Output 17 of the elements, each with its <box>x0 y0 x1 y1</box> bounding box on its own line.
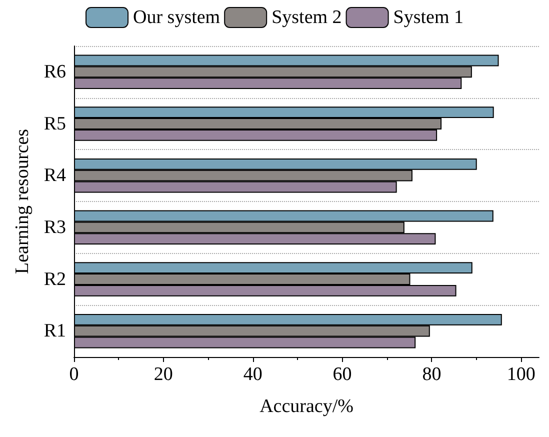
x-axis-title: Accuracy/% <box>260 396 354 417</box>
x-tick-label: 20 <box>154 364 173 385</box>
legend-label: System 2 <box>272 7 342 28</box>
y-tick-label: R5 <box>44 113 66 134</box>
x-tick-label: 60 <box>332 364 352 385</box>
x-tick-label: 80 <box>422 364 442 385</box>
y-tick-label: R6 <box>44 61 66 82</box>
legend-label: Our system <box>133 7 220 28</box>
x-tick-label: 100 <box>506 364 536 385</box>
y-axis-title: Learning resources <box>12 128 33 274</box>
y-tick-label: R4 <box>44 165 66 186</box>
x-tick-label: 0 <box>69 364 79 385</box>
y-tick-label: R2 <box>44 268 66 290</box>
y-tick-label: R3 <box>44 216 66 238</box>
legend-label: System 1 <box>393 7 464 28</box>
x-tick-label: 40 <box>243 364 262 385</box>
y-tick-label: R1 <box>44 320 66 342</box>
